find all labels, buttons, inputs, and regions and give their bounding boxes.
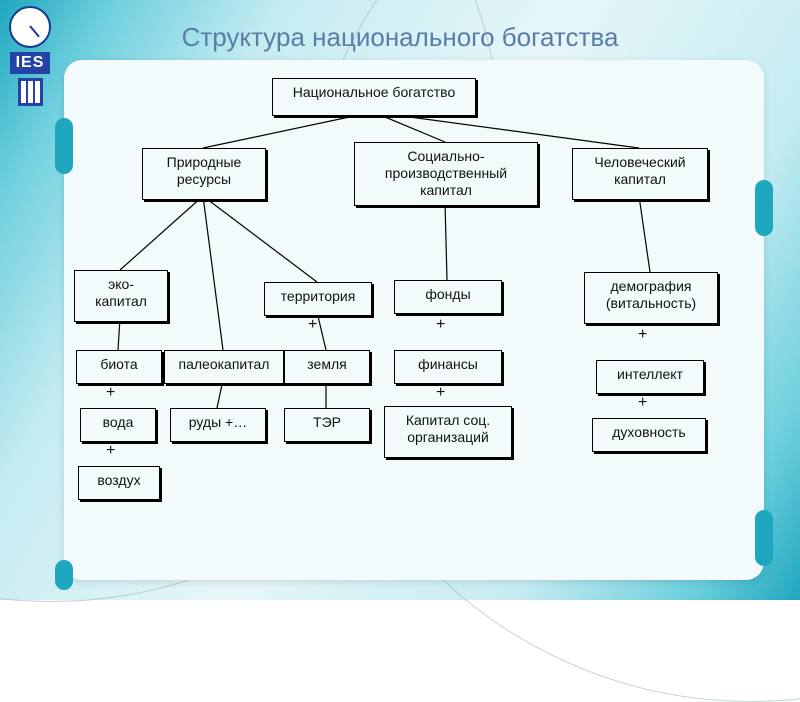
node-nat_res: Природныересурсы xyxy=(142,148,266,200)
node-finance: финансы xyxy=(394,350,502,384)
node-paleo: палеокапитал xyxy=(164,350,284,384)
node-human: Человеческийкапитал xyxy=(572,148,708,200)
plus-sign: + xyxy=(638,394,647,412)
accent-tab xyxy=(755,180,773,236)
plus-sign: + xyxy=(638,326,647,344)
plus-sign: + xyxy=(436,384,445,402)
node-ter_energy: ТЭР xyxy=(284,408,370,442)
page-title: Структура национального богатства xyxy=(0,22,800,53)
node-zemlya: земля xyxy=(284,350,370,384)
plus-sign: + xyxy=(106,442,115,460)
node-vozduh: воздух xyxy=(78,466,160,500)
plus-sign: + xyxy=(106,384,115,402)
node-territory: территория xyxy=(264,282,372,316)
accent-tab xyxy=(755,510,773,566)
node-rudy: руды +… xyxy=(170,408,266,442)
node-intellect: интеллект xyxy=(596,360,704,394)
node-demography: демография(витальность) xyxy=(584,272,718,324)
node-voda: вода xyxy=(80,408,156,442)
node-kap_soc: Капитал соц.организаций xyxy=(384,406,512,458)
logo-text: IES xyxy=(10,52,51,74)
node-eco: эко-капитал xyxy=(74,270,168,322)
node-duh: духовность xyxy=(592,418,706,452)
node-biota: биота xyxy=(76,350,162,384)
node-root: Национальное богатство xyxy=(272,78,476,116)
content-card: Национальное богатствоПриродныересурсы Со… xyxy=(64,60,764,580)
bars-icon xyxy=(18,78,43,106)
node-soc_prod: Социально-производственныйкапитал xyxy=(354,142,538,206)
plus-sign: + xyxy=(436,316,445,334)
accent-tab xyxy=(55,560,73,590)
accent-tab xyxy=(55,118,73,174)
node-fondy: фонды xyxy=(394,280,502,314)
ies-logo: IES xyxy=(8,6,52,106)
plus-sign: + xyxy=(308,316,317,334)
